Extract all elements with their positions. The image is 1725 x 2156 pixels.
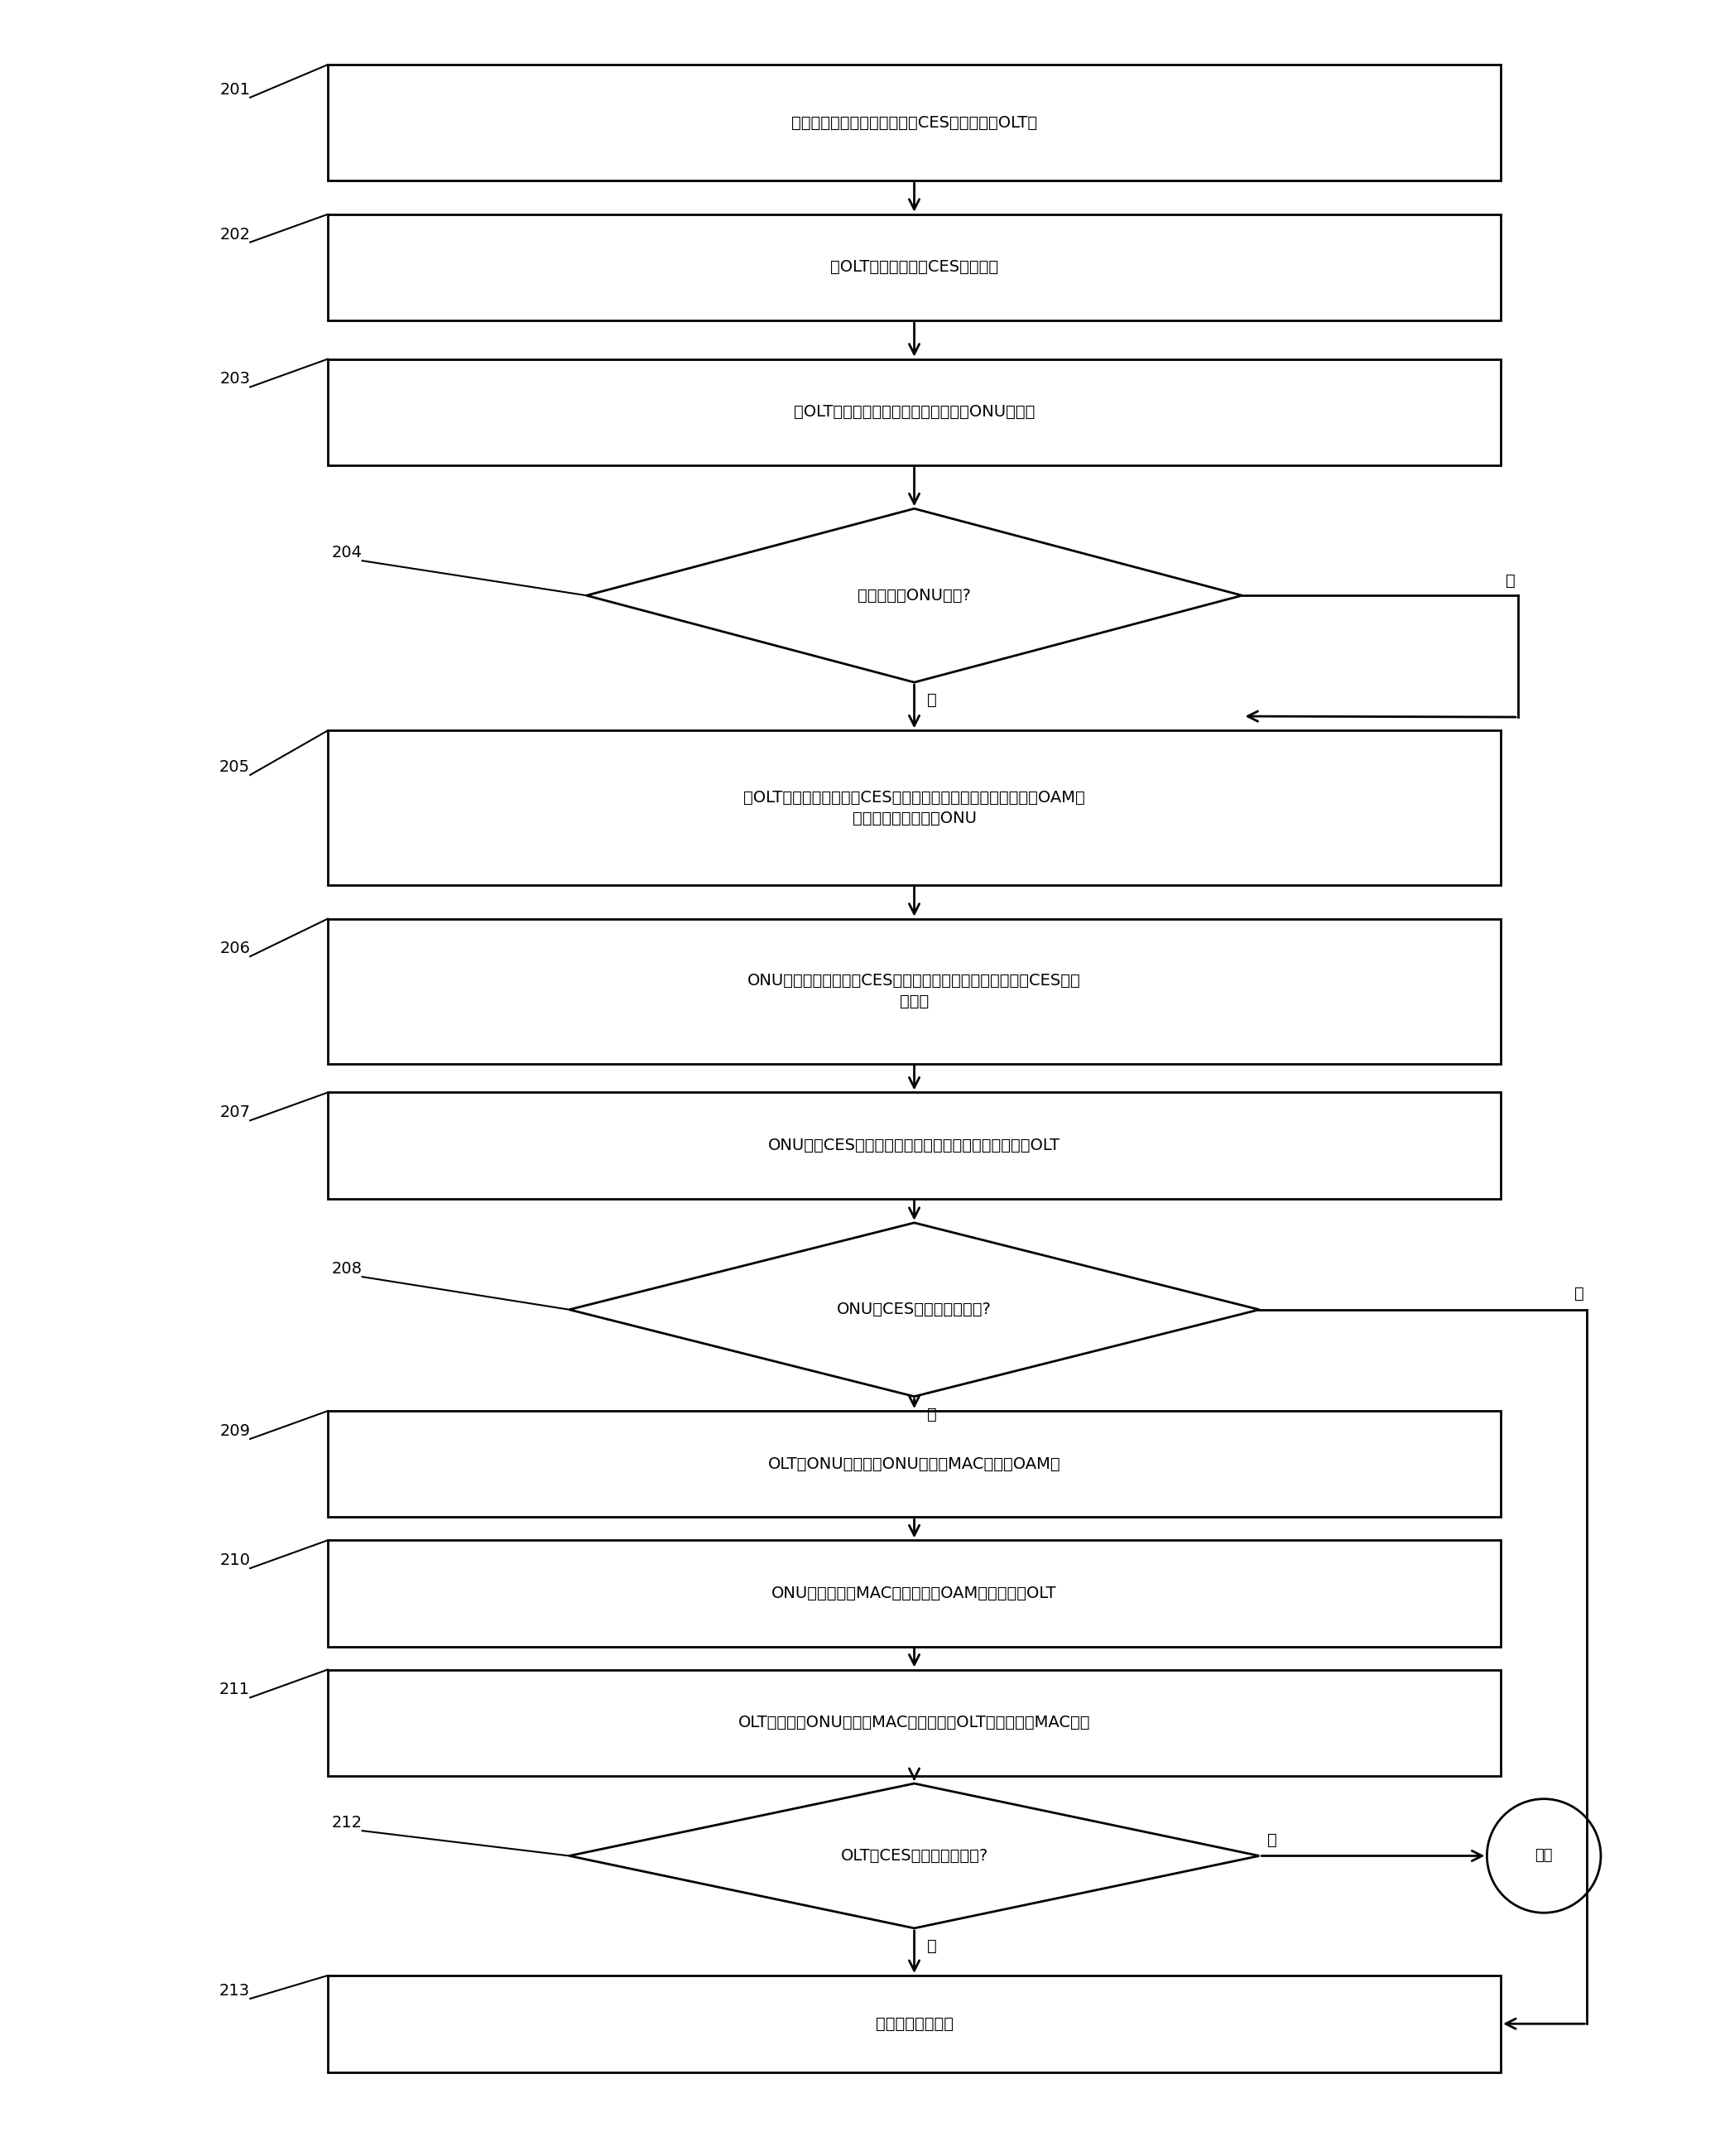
Polygon shape [569, 1783, 1259, 1927]
Text: ONU本端CES伪线的配置完成之后，将配置结果上报给OLT: ONU本端CES伪线的配置完成之后，将配置结果上报给OLT [768, 1138, 1061, 1153]
Text: 204: 204 [331, 545, 362, 561]
Text: 205: 205 [219, 759, 250, 774]
Text: 203: 203 [219, 371, 250, 388]
Circle shape [1487, 1798, 1601, 1912]
Text: 209: 209 [219, 1423, 250, 1438]
Bar [328, 65, 1501, 181]
Bar [328, 731, 1501, 884]
Text: 否: 否 [1575, 1285, 1584, 1302]
Text: OLT向ONU下发查询ONU端的源MAC地址的OAM帧: OLT向ONU下发查询ONU端的源MAC地址的OAM帧 [768, 1455, 1061, 1473]
Text: 207: 207 [219, 1104, 250, 1121]
Text: ONU将本端的源MAC地址扩展在OAM帧中上报给OLT: ONU将本端的源MAC地址扩展在OAM帧中上报给OLT [771, 1585, 1057, 1602]
Bar [328, 1975, 1501, 2072]
Text: 213: 213 [219, 1984, 250, 1999]
Text: ONU根据收到的具体的CES模板信息以及伪线参数进行本端CES伪线
的配置: ONU根据收到的具体的CES模板信息以及伪线参数进行本端CES伪线 的配置 [747, 972, 1082, 1009]
Text: 208: 208 [331, 1261, 362, 1276]
Bar [328, 918, 1501, 1063]
Text: 否: 否 [1506, 573, 1515, 589]
Text: 将OLT本端配置的具体的CES模板信息以及伪线参数分别扩展在OAM帧
中下发给伪线对端的ONU: 将OLT本端配置的具体的CES模板信息以及伪线参数分别扩展在OAM帧 中下发给伪… [743, 789, 1085, 826]
Text: 提取伪线两端公用的参数作为CES模板存储在OLT上: 提取伪线两端公用的参数作为CES模板存储在OLT上 [792, 114, 1037, 132]
Text: 伪线对端的ONU在线?: 伪线对端的ONU在线? [857, 589, 971, 604]
Bar [328, 1539, 1501, 1647]
Text: ONU端CES伪线的配置成功?: ONU端CES伪线的配置成功? [837, 1302, 992, 1317]
Bar [328, 360, 1501, 466]
Text: 执行异常处理流程: 执行异常处理流程 [875, 2016, 954, 2031]
Text: 201: 201 [219, 82, 250, 97]
Polygon shape [569, 1222, 1259, 1397]
Bar [328, 1410, 1501, 1518]
Text: 在OLT上配置伪线参数以及伪线对端的ONU的编号: 在OLT上配置伪线参数以及伪线对端的ONU的编号 [794, 403, 1035, 420]
Text: OLT将收到的ONU端的源MAC地址配置为OLT本端的目的MAC地址: OLT将收到的ONU端的源MAC地址配置为OLT本端的目的MAC地址 [738, 1714, 1090, 1731]
Text: 212: 212 [331, 1815, 362, 1830]
Text: 210: 210 [219, 1552, 250, 1567]
Bar [328, 213, 1501, 321]
Text: 是: 是 [926, 692, 937, 707]
Text: 211: 211 [219, 1682, 250, 1697]
Text: 206: 206 [219, 940, 250, 957]
Bar [328, 1669, 1501, 1777]
Text: 否: 否 [926, 1938, 937, 1953]
Polygon shape [587, 509, 1242, 681]
Text: 结束: 结束 [1535, 1848, 1552, 1863]
Text: 是: 是 [1268, 1833, 1277, 1848]
Text: 是: 是 [926, 1406, 937, 1423]
Text: OLT端CES伪线的配置成功?: OLT端CES伪线的配置成功? [840, 1848, 988, 1863]
Text: 在OLT上配置具体的CES模板信息: 在OLT上配置具体的CES模板信息 [830, 259, 999, 276]
Bar [328, 1093, 1501, 1199]
Text: 202: 202 [219, 226, 250, 241]
